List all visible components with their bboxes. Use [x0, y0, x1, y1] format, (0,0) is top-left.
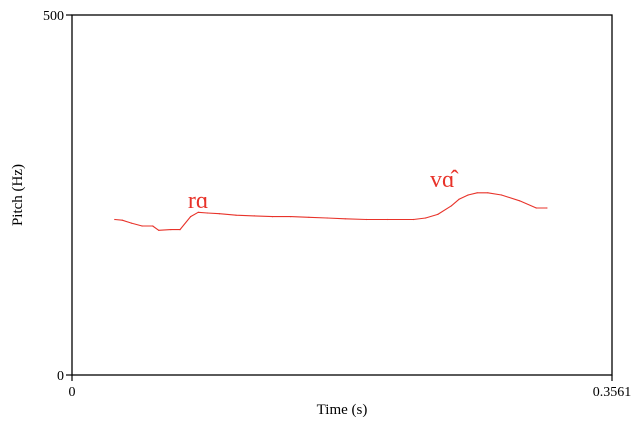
- pitch-point: [197, 211, 199, 213]
- syllable-label-va: vɑ̂: [430, 167, 459, 193]
- pitch-point: [152, 225, 154, 227]
- pitch-point: [412, 218, 415, 221]
- pitch-point: [114, 218, 116, 221]
- pitch-point: [218, 213, 220, 215]
- pitch-point: [458, 198, 460, 200]
- pitch-point: [546, 207, 548, 209]
- pitch-point: [326, 217, 328, 219]
- pitch-point: [387, 218, 389, 221]
- pitch-point: [206, 212, 208, 214]
- pitch-point: [308, 216, 310, 218]
- pitch-point: [253, 215, 255, 217]
- pitch-point: [437, 213, 439, 215]
- pitch-point: [290, 216, 292, 218]
- pitch-point: [179, 229, 181, 231]
- pitch-contour-line: [114, 192, 547, 231]
- pitch-point: [487, 192, 489, 194]
- pitch-point: [425, 217, 427, 219]
- pitch-point: [365, 218, 368, 221]
- syllable-label-ra: rɑ: [188, 188, 209, 214]
- x-tick-label-min: 0: [69, 385, 76, 400]
- pitch-point: [500, 194, 503, 196]
- pitch-point: [467, 194, 469, 196]
- x-tick-label-max: 0.3561: [593, 385, 632, 400]
- pitch-point: [476, 192, 478, 194]
- pitch-point: [130, 222, 132, 224]
- pitch-points: [114, 192, 548, 231]
- x-axis-label: Time (s): [317, 402, 368, 418]
- pitch-point: [271, 216, 274, 218]
- y-tick-label-min: 0: [57, 369, 64, 384]
- y-axis-label: Pitch (Hz): [10, 164, 26, 226]
- pitch-point: [519, 200, 521, 202]
- pitch-point: [121, 219, 123, 221]
- pitch-point: [450, 205, 452, 207]
- pitch-point: [190, 216, 192, 218]
- pitch-point: [170, 229, 172, 231]
- pitch-point: [344, 218, 346, 220]
- pitch-point: [535, 207, 537, 209]
- pitch-point: [235, 214, 237, 216]
- pitch-point: [158, 229, 160, 231]
- pitch-point: [141, 225, 143, 227]
- y-tick-label-max: 500: [43, 9, 64, 24]
- plot-frame: [71, 14, 613, 376]
